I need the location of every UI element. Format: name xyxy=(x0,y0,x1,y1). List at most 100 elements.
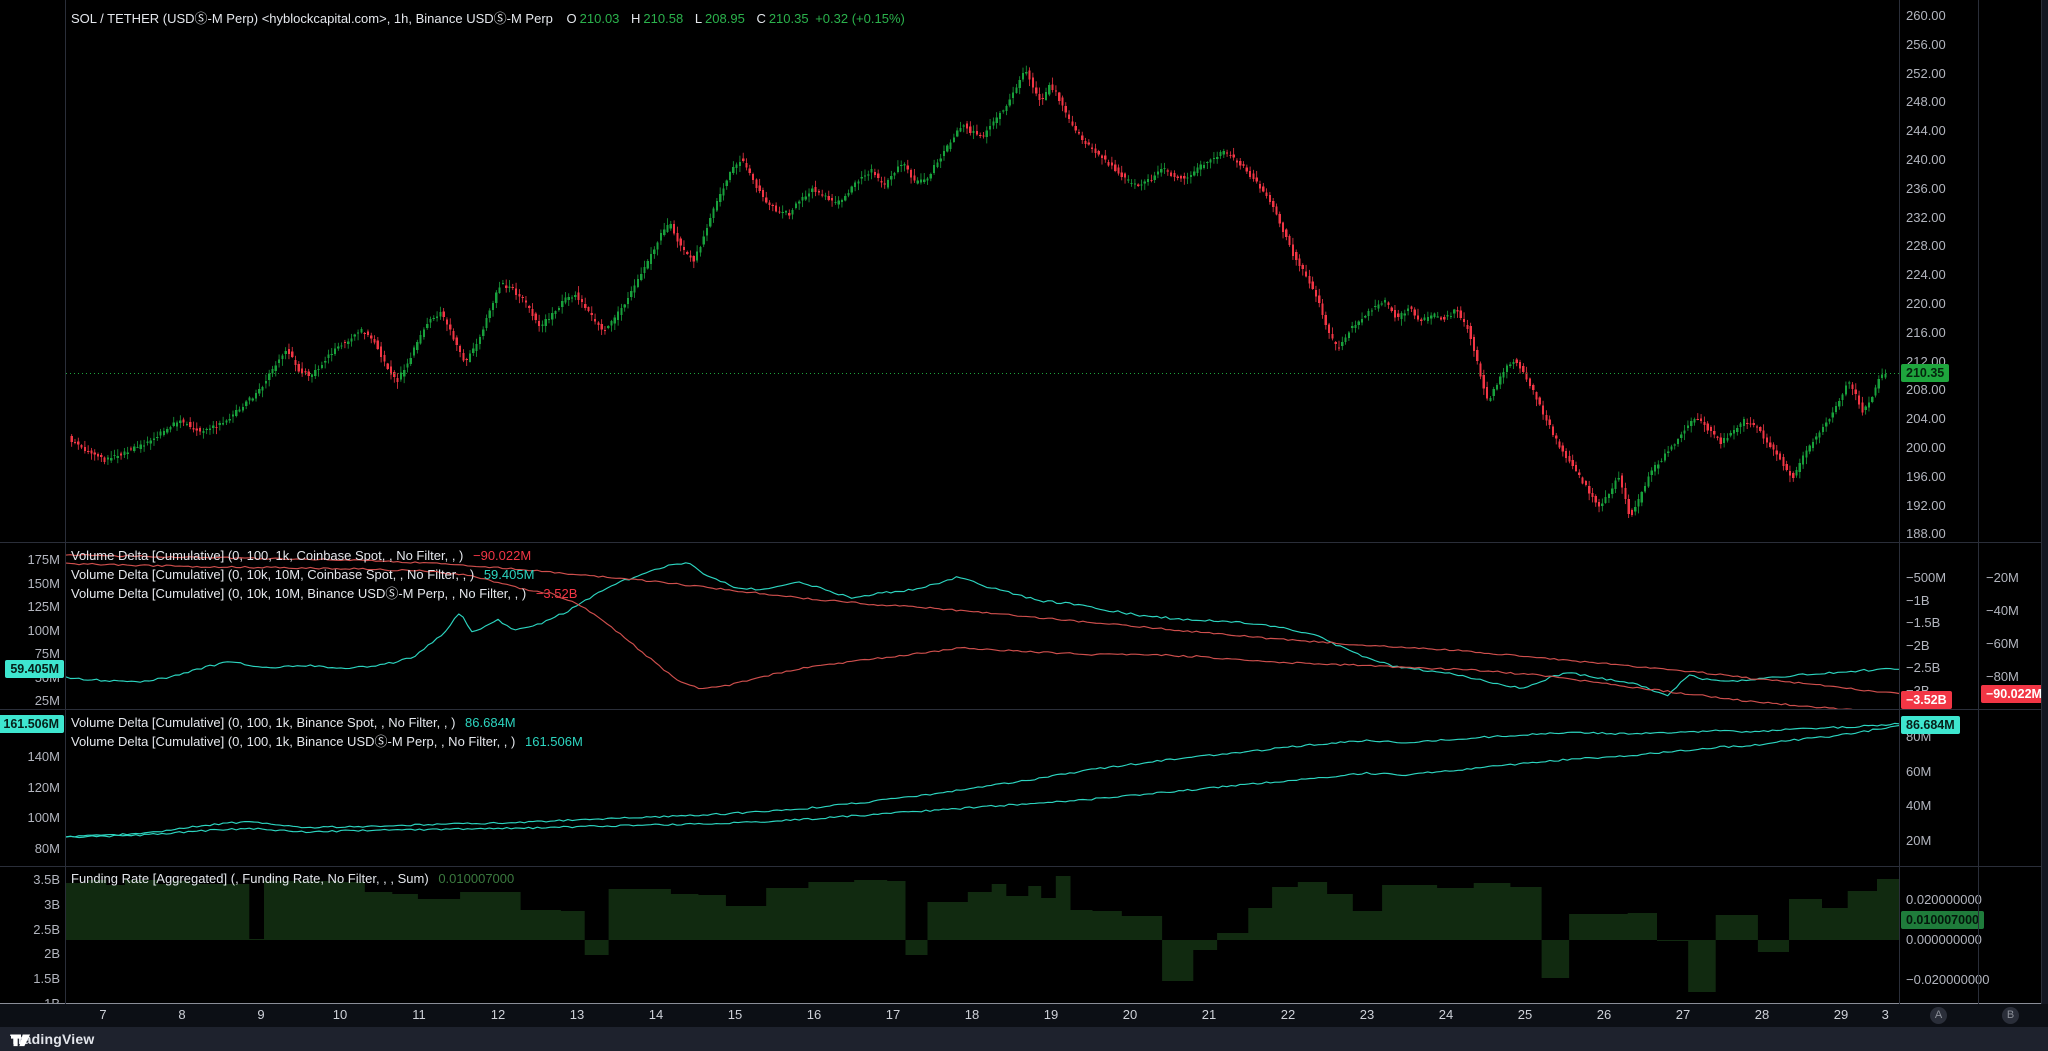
indicator-line-binance_perp_10k_10M xyxy=(66,562,1866,710)
ohlc-low-label: L xyxy=(694,11,703,26)
scale-tick-label: 232.00 xyxy=(1906,209,1946,225)
scale-b-button[interactable]: B xyxy=(2002,1007,2019,1024)
scale-tick-label: 204.00 xyxy=(1906,411,1946,427)
legend-row[interactable]: Volume Delta [Cumulative] (0, 100, 1k, B… xyxy=(71,732,583,751)
indicator-line-coinbase_spot_10k_10M xyxy=(66,562,1900,697)
legend-row[interactable]: Volume Delta [Cumulative] (0, 10k, 10M, … xyxy=(71,584,577,603)
funding-rate-pane[interactable] xyxy=(66,867,1900,1004)
time-axis-label: 28 xyxy=(1754,1007,1770,1022)
ohlc-high-value: 210.58 xyxy=(643,11,684,26)
pane-divider[interactable] xyxy=(0,866,2042,867)
time-axis-label: 18 xyxy=(964,1007,980,1022)
scale-a-button[interactable]: A xyxy=(1930,1007,1947,1024)
time-axis-label: 14 xyxy=(648,1007,664,1022)
scale-tick-label: 120M xyxy=(27,779,60,795)
last-value-label: 0.010007000 xyxy=(1901,910,1984,929)
indicator-params: (, Funding Rate, No Filter, , , Sum) xyxy=(230,871,429,886)
time-axis-label: 16 xyxy=(806,1007,822,1022)
time-axis-label: 13 xyxy=(569,1007,585,1022)
scale-tick-label: 25M xyxy=(34,693,60,708)
change-value: +0.32 (+0.15%) xyxy=(815,11,905,26)
last-value-label: 161.506M xyxy=(0,714,64,733)
scale-tick-label: 1.5B xyxy=(33,971,60,987)
volume-delta-pane-bottom[interactable] xyxy=(66,710,1900,867)
scale-tick-label: 260.00 xyxy=(1906,8,1946,23)
time-axis-label: 23 xyxy=(1359,1007,1375,1022)
scale-tick-label: −80M xyxy=(1986,669,2019,684)
ohlc-close-value: 210.35 xyxy=(768,11,809,26)
time-axis-label: 7 xyxy=(99,1007,107,1022)
scale-tick-label: 224.00 xyxy=(1906,267,1946,283)
scale-tick-label: 60M xyxy=(1906,763,1932,779)
legend-row[interactable]: Volume Delta [Cumulative] (0, 10k, 10M, … xyxy=(71,565,577,584)
scale-tick-label: 208.00 xyxy=(1906,382,1946,398)
scale-tick-label: 220.00 xyxy=(1906,296,1946,311)
scale-tick-label: 196.00 xyxy=(1906,468,1946,484)
indicator-value: −90.022M xyxy=(473,548,532,563)
indicator-params: (0, 100, 1k, Binance USDⓈ-M Perp, , No F… xyxy=(227,734,516,749)
time-axis-label: 21 xyxy=(1201,1007,1217,1022)
last-value-label: −90.022M xyxy=(1981,684,2047,703)
tradingview-logo-icon xyxy=(11,1034,31,1046)
volume-delta-pane-top[interactable] xyxy=(66,543,1900,710)
scale-tick-label: 0.000000000 xyxy=(1906,932,1982,947)
symbol-title: SOL / TETHER (USDⓈ-M Perp) <hyblockcapit… xyxy=(71,11,553,26)
symbol-legend[interactable]: SOL / TETHER (USDⓈ-M Perp) <hyblockcapit… xyxy=(71,9,905,28)
indicator-value: −3.52B xyxy=(535,586,578,601)
pane-divider[interactable] xyxy=(0,709,2042,710)
time-axis-label: 25 xyxy=(1517,1007,1533,1022)
funding-rate-area xyxy=(66,876,1899,992)
scale-tick-label: 100M xyxy=(27,622,60,638)
time-axis-label: 15 xyxy=(727,1007,743,1022)
funding-rate-legend: Funding Rate [Aggregated] (, Funding Rat… xyxy=(71,869,514,888)
legend-row[interactable]: Volume Delta [Cumulative] (0, 100, 1k, C… xyxy=(71,546,577,565)
scale-tick-label: 256.00 xyxy=(1906,36,1946,52)
right-margin-strip xyxy=(2042,0,2048,1027)
time-axis-label: 3 xyxy=(1881,1007,1889,1022)
scale-tick-label: −2.5B xyxy=(1906,660,1941,675)
pane-divider[interactable] xyxy=(0,542,2042,543)
indicator-name: Funding Rate [Aggregated] xyxy=(71,871,228,886)
indicator-value: 0.010007000 xyxy=(438,871,515,886)
time-axis-label: 27 xyxy=(1675,1007,1691,1022)
scale-tick-label: 100M xyxy=(27,810,60,826)
time-axis-label: 11 xyxy=(412,1007,426,1022)
scale-tick-label: −40M xyxy=(1986,603,2019,618)
legend-row[interactable]: Volume Delta [Cumulative] (0, 100, 1k, B… xyxy=(71,713,583,732)
scale-tick-label: 125M xyxy=(27,599,60,614)
indicator-params: (0, 10k, 10M, Coinbase Spot, , No Filter… xyxy=(227,567,475,582)
last-value-label: 210.35 xyxy=(1901,364,1950,383)
indicator-params: (0, 100, 1k, Binance Spot, , No Filter, … xyxy=(227,715,456,730)
scale-tick-label: 236.00 xyxy=(1906,180,1946,196)
indicator-params: (0, 10k, 10M, Binance USDⓈ-M Perp, , No … xyxy=(227,586,527,601)
scale-tick-label: 75M xyxy=(34,646,60,661)
last-value-label: 86.684M xyxy=(1901,716,1960,735)
tradingview-brand[interactable]: TradingView xyxy=(10,1031,94,1047)
ohlc-open-label: O xyxy=(566,11,577,26)
indicator-value: 161.506M xyxy=(524,734,583,749)
indicator-value: 59.405M xyxy=(483,567,535,582)
price-chart-pane[interactable] xyxy=(66,0,1900,543)
indicator-value: 86.684M xyxy=(465,715,516,730)
time-axis-label: 9 xyxy=(257,1007,265,1022)
legend-row[interactable]: Funding Rate [Aggregated] (, Funding Rat… xyxy=(71,869,514,888)
time-axis-label: 10 xyxy=(332,1007,348,1022)
scale-tick-label: 175M xyxy=(27,552,60,567)
scale-tick-label: 2B xyxy=(44,946,60,962)
scale-tick-label: 216.00 xyxy=(1906,324,1946,340)
indicator-line-binance_spot_100_1k xyxy=(66,724,1900,839)
scale-tick-label: −1B xyxy=(1906,592,1930,608)
scale-tick-label: −1.5B xyxy=(1906,615,1941,630)
scale-tick-label: 3.5B xyxy=(33,872,60,887)
scale-tick-label: 188.00 xyxy=(1906,526,1946,542)
pane-divider-active[interactable] xyxy=(0,1003,2042,1004)
time-axis-label: 22 xyxy=(1280,1007,1296,1022)
indicator-line-binance_perp_100_1k xyxy=(66,722,1900,838)
scale-tick-label: 228.00 xyxy=(1906,238,1946,254)
time-axis[interactable]: 7 8 9 10 11 12 13 14 15 16 17 18 19 20 21 22 23 24 25 26 27 2… xyxy=(0,1004,2048,1027)
scale-tick-label: 240.00 xyxy=(1906,152,1946,167)
time-axis-label: 8 xyxy=(178,1007,186,1022)
time-axis-label: 29 xyxy=(1833,1007,1849,1022)
time-axis-label: 17 xyxy=(885,1007,901,1022)
right-scale-b-border xyxy=(1978,0,1979,1027)
